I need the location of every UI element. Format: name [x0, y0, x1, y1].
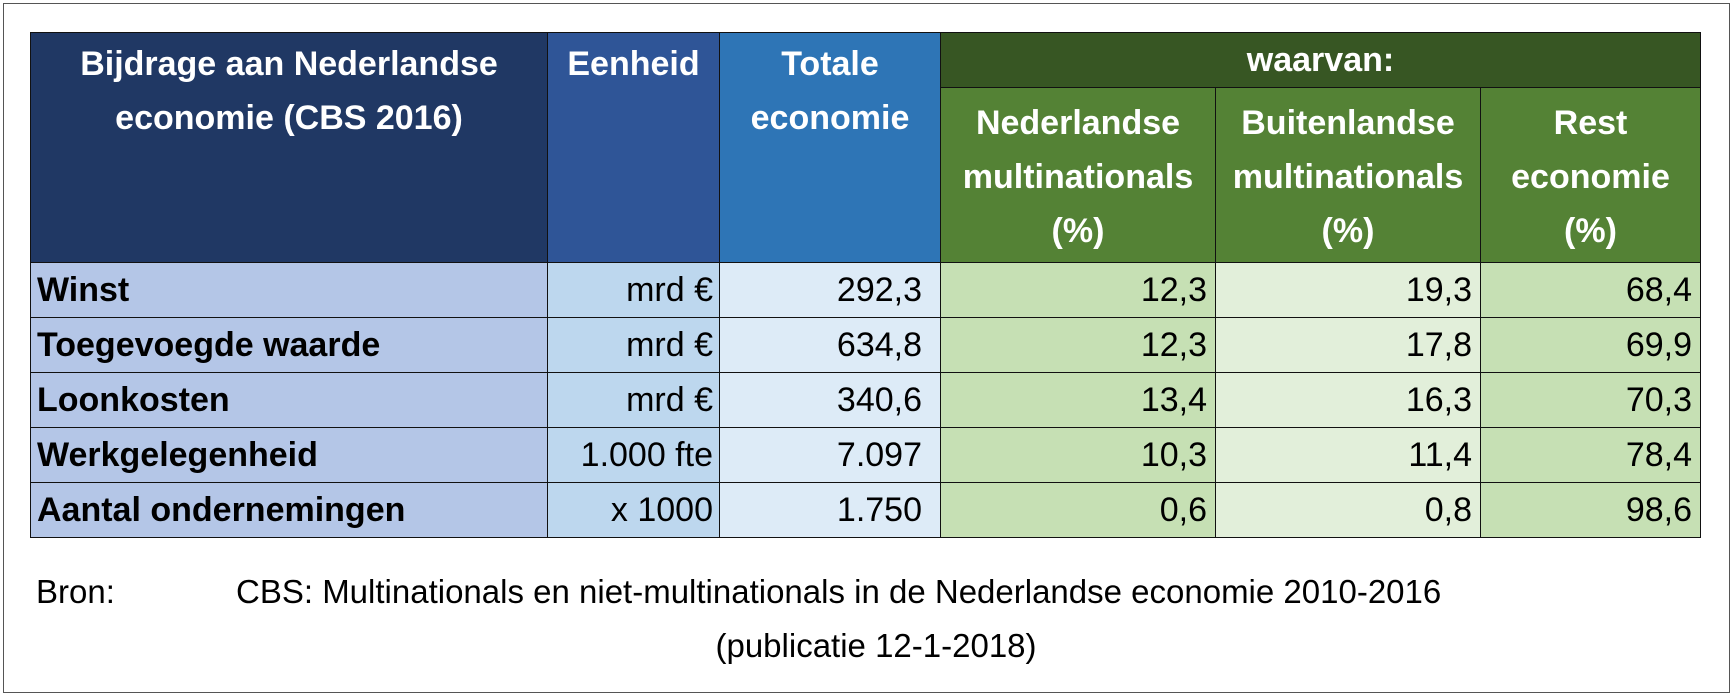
row-nederlandse: 12,3: [940, 262, 1216, 318]
source-label: Bron:: [36, 573, 115, 610]
row-buitenlandse: 16,3: [1215, 372, 1481, 428]
row-buitenlandse: 0,8: [1215, 482, 1481, 538]
table-row: Loonkosten mrd € 340,6 13,4 16,3 70,3: [30, 372, 1701, 428]
row-nederlandse: 12,3: [940, 317, 1216, 373]
source-text: CBS: Multinationals en niet-multinationa…: [236, 573, 1442, 610]
row-label: Toegevoegde waarde: [30, 317, 548, 373]
row-total: 7.097: [719, 427, 941, 483]
row-nederlandse: 0,6: [940, 482, 1216, 538]
row-unit: mrd €: [547, 262, 720, 318]
row-label: Winst: [30, 262, 548, 318]
row-label: Werkgelegenheid: [30, 427, 548, 483]
row-rest: 70,3: [1480, 372, 1701, 428]
header-rest-economie: Rest economie (%): [1480, 87, 1701, 263]
row-nederlandse: 10,3: [940, 427, 1216, 483]
row-label: Loonkosten: [30, 372, 548, 428]
row-rest: 98,6: [1480, 482, 1701, 538]
table-row: Aantal ondernemingen x 1000 1.750 0,6 0,…: [30, 482, 1701, 538]
table-row: Winst mrd € 292,3 12,3 19,3 68,4: [30, 262, 1701, 318]
row-rest: 69,9: [1480, 317, 1701, 373]
row-buitenlandse: 11,4: [1215, 427, 1481, 483]
row-label: Aantal ondernemingen: [30, 482, 548, 538]
header-unit: Eenheid: [547, 32, 720, 263]
table-row: Toegevoegde waarde mrd € 634,8 12,3 17,8…: [30, 317, 1701, 373]
row-rest: 68,4: [1480, 262, 1701, 318]
row-unit: mrd €: [547, 372, 720, 428]
row-total: 292,3: [719, 262, 941, 318]
header-waarvan: waarvan:: [940, 32, 1701, 88]
row-unit: 1.000 fte: [547, 427, 720, 483]
header-title: Bijdrage aan Nederlandse economie (CBS 2…: [30, 32, 548, 263]
row-total: 634,8: [719, 317, 941, 373]
table-row: Werkgelegenheid 1.000 fte 7.097 10,3 11,…: [30, 427, 1701, 483]
header-nederlandse-multinationals: Nederlandse multinationals (%): [940, 87, 1216, 263]
row-nederlandse: 13,4: [940, 372, 1216, 428]
data-table: Bijdrage aan Nederlandse economie (CBS 2…: [30, 32, 1701, 538]
row-rest: 78,4: [1480, 427, 1701, 483]
row-total: 1.750: [719, 482, 941, 538]
row-unit: x 1000: [547, 482, 720, 538]
row-total: 340,6: [719, 372, 941, 428]
row-unit: mrd €: [547, 317, 720, 373]
source-publication: (publicatie 12-1-2018): [715, 627, 1037, 664]
header-buitenlandse-multinationals: Buitenlandse multinationals (%): [1215, 87, 1481, 263]
row-buitenlandse: 17,8: [1215, 317, 1481, 373]
header-total: Totale economie: [719, 32, 941, 263]
row-buitenlandse: 19,3: [1215, 262, 1481, 318]
